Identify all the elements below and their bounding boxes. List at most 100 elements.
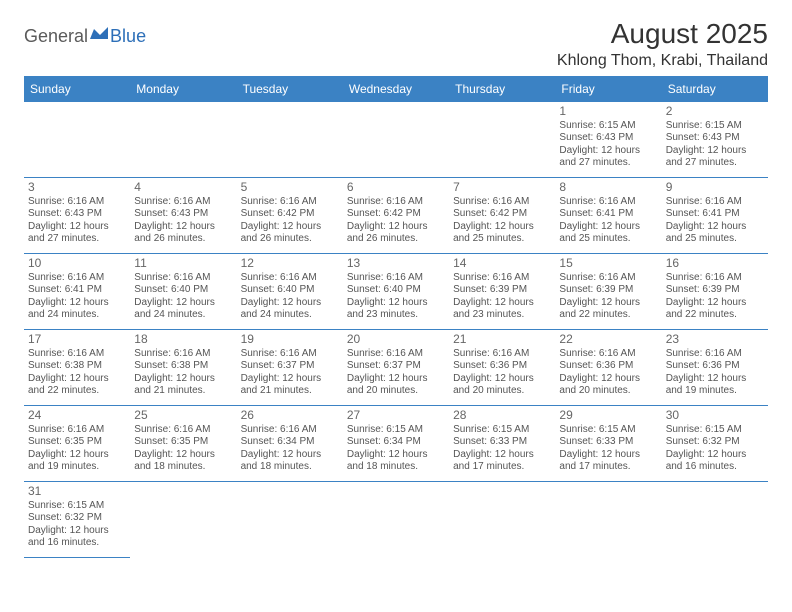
sunset-line: Sunset: 6:42 PM	[453, 208, 551, 221]
sunrise-line: Sunrise: 6:16 AM	[241, 424, 339, 437]
sunset-line: Sunset: 6:40 PM	[134, 284, 232, 297]
calendar-cell: 31Sunrise: 6:15 AMSunset: 6:32 PMDayligh…	[24, 481, 130, 557]
calendar-cell	[662, 481, 768, 557]
daylight-line: Daylight: 12 hours and 21 minutes.	[241, 373, 339, 398]
day-number: 19	[241, 332, 339, 347]
sunrise-line: Sunrise: 6:16 AM	[241, 348, 339, 361]
sunrise-line: Sunrise: 6:16 AM	[134, 196, 232, 209]
daylight-line: Daylight: 12 hours and 23 minutes.	[347, 297, 445, 322]
calendar-cell: 14Sunrise: 6:16 AMSunset: 6:39 PMDayligh…	[449, 253, 555, 329]
calendar-cell: 28Sunrise: 6:15 AMSunset: 6:33 PMDayligh…	[449, 405, 555, 481]
day-number: 11	[134, 256, 232, 271]
sunrise-line: Sunrise: 6:16 AM	[28, 272, 126, 285]
day-number: 2	[666, 104, 764, 119]
calendar-cell: 27Sunrise: 6:15 AMSunset: 6:34 PMDayligh…	[343, 405, 449, 481]
sunset-line: Sunset: 6:32 PM	[666, 436, 764, 449]
daylight-line: Daylight: 12 hours and 26 minutes.	[134, 221, 232, 246]
calendar-row: 24Sunrise: 6:16 AMSunset: 6:35 PMDayligh…	[24, 405, 768, 481]
calendar-cell	[130, 481, 236, 557]
calendar-row: 3Sunrise: 6:16 AMSunset: 6:43 PMDaylight…	[24, 177, 768, 253]
day-number: 6	[347, 180, 445, 195]
calendar-cell: 16Sunrise: 6:16 AMSunset: 6:39 PMDayligh…	[662, 253, 768, 329]
sunset-line: Sunset: 6:42 PM	[347, 208, 445, 221]
day-number: 18	[134, 332, 232, 347]
daylight-line: Daylight: 12 hours and 18 minutes.	[134, 449, 232, 474]
sunrise-line: Sunrise: 6:16 AM	[134, 424, 232, 437]
daylight-line: Daylight: 12 hours and 24 minutes.	[28, 297, 126, 322]
sunrise-line: Sunrise: 6:16 AM	[241, 196, 339, 209]
sunset-line: Sunset: 6:33 PM	[559, 436, 657, 449]
calendar-cell: 8Sunrise: 6:16 AMSunset: 6:41 PMDaylight…	[555, 177, 661, 253]
sunrise-line: Sunrise: 6:16 AM	[347, 348, 445, 361]
calendar-cell: 22Sunrise: 6:16 AMSunset: 6:36 PMDayligh…	[555, 329, 661, 405]
sunrise-line: Sunrise: 6:15 AM	[666, 120, 764, 133]
daylight-line: Daylight: 12 hours and 24 minutes.	[134, 297, 232, 322]
sunrise-line: Sunrise: 6:16 AM	[453, 348, 551, 361]
calendar-cell: 10Sunrise: 6:16 AMSunset: 6:41 PMDayligh…	[24, 253, 130, 329]
sunrise-line: Sunrise: 6:16 AM	[666, 272, 764, 285]
calendar-cell	[555, 481, 661, 557]
sunrise-line: Sunrise: 6:16 AM	[453, 196, 551, 209]
sunrise-line: Sunrise: 6:16 AM	[28, 424, 126, 437]
daylight-line: Daylight: 12 hours and 19 minutes.	[666, 373, 764, 398]
sunset-line: Sunset: 6:35 PM	[134, 436, 232, 449]
daylight-line: Daylight: 12 hours and 27 minutes.	[559, 145, 657, 170]
sunset-line: Sunset: 6:41 PM	[559, 208, 657, 221]
sunrise-line: Sunrise: 6:16 AM	[241, 272, 339, 285]
sunrise-line: Sunrise: 6:16 AM	[559, 272, 657, 285]
sunset-line: Sunset: 6:40 PM	[347, 284, 445, 297]
day-number: 15	[559, 256, 657, 271]
sunrise-line: Sunrise: 6:16 AM	[559, 196, 657, 209]
sunrise-line: Sunrise: 6:16 AM	[134, 272, 232, 285]
sunset-line: Sunset: 6:39 PM	[453, 284, 551, 297]
sunrise-line: Sunrise: 6:15 AM	[453, 424, 551, 437]
sunrise-line: Sunrise: 6:15 AM	[28, 500, 126, 513]
title-block: August 2025 Khlong Thom, Krabi, Thailand	[557, 18, 768, 70]
day-number: 10	[28, 256, 126, 271]
calendar-cell: 23Sunrise: 6:16 AMSunset: 6:36 PMDayligh…	[662, 329, 768, 405]
calendar-cell	[237, 481, 343, 557]
daylight-line: Daylight: 12 hours and 16 minutes.	[666, 449, 764, 474]
sunset-line: Sunset: 6:39 PM	[559, 284, 657, 297]
sunset-line: Sunset: 6:43 PM	[134, 208, 232, 221]
daylight-line: Daylight: 12 hours and 22 minutes.	[666, 297, 764, 322]
sunset-line: Sunset: 6:37 PM	[347, 360, 445, 373]
day-number: 7	[453, 180, 551, 195]
daylight-line: Daylight: 12 hours and 20 minutes.	[453, 373, 551, 398]
calendar-cell: 24Sunrise: 6:16 AMSunset: 6:35 PMDayligh…	[24, 405, 130, 481]
sunset-line: Sunset: 6:40 PM	[241, 284, 339, 297]
day-number: 29	[559, 408, 657, 423]
calendar-cell: 29Sunrise: 6:15 AMSunset: 6:33 PMDayligh…	[555, 405, 661, 481]
sunrise-line: Sunrise: 6:16 AM	[453, 272, 551, 285]
day-number: 30	[666, 408, 764, 423]
calendar-cell: 12Sunrise: 6:16 AMSunset: 6:40 PMDayligh…	[237, 253, 343, 329]
calendar-cell: 5Sunrise: 6:16 AMSunset: 6:42 PMDaylight…	[237, 177, 343, 253]
sunset-line: Sunset: 6:38 PM	[134, 360, 232, 373]
sunrise-line: Sunrise: 6:15 AM	[559, 424, 657, 437]
sunset-line: Sunset: 6:42 PM	[241, 208, 339, 221]
sunset-line: Sunset: 6:36 PM	[559, 360, 657, 373]
daylight-line: Daylight: 12 hours and 19 minutes.	[28, 449, 126, 474]
daylight-line: Daylight: 12 hours and 20 minutes.	[347, 373, 445, 398]
daylight-line: Daylight: 12 hours and 20 minutes.	[559, 373, 657, 398]
calendar-cell	[449, 101, 555, 177]
page-title: August 2025	[557, 18, 768, 50]
daylight-line: Daylight: 12 hours and 17 minutes.	[453, 449, 551, 474]
daylight-line: Daylight: 12 hours and 25 minutes.	[666, 221, 764, 246]
calendar-cell: 7Sunrise: 6:16 AMSunset: 6:42 PMDaylight…	[449, 177, 555, 253]
calendar-row: 31Sunrise: 6:15 AMSunset: 6:32 PMDayligh…	[24, 481, 768, 557]
logo-text-general: General	[24, 26, 88, 47]
day-header: Friday	[555, 77, 661, 101]
calendar-cell	[343, 101, 449, 177]
daylight-line: Daylight: 12 hours and 26 minutes.	[347, 221, 445, 246]
sunset-line: Sunset: 6:39 PM	[666, 284, 764, 297]
sunrise-line: Sunrise: 6:16 AM	[666, 196, 764, 209]
sunset-line: Sunset: 6:37 PM	[241, 360, 339, 373]
sunset-line: Sunset: 6:36 PM	[666, 360, 764, 373]
daylight-line: Daylight: 12 hours and 22 minutes.	[559, 297, 657, 322]
calendar-cell: 9Sunrise: 6:16 AMSunset: 6:41 PMDaylight…	[662, 177, 768, 253]
daylight-line: Daylight: 12 hours and 27 minutes.	[28, 221, 126, 246]
sunset-line: Sunset: 6:43 PM	[559, 132, 657, 145]
day-header: Monday	[130, 77, 236, 101]
calendar-cell	[343, 481, 449, 557]
